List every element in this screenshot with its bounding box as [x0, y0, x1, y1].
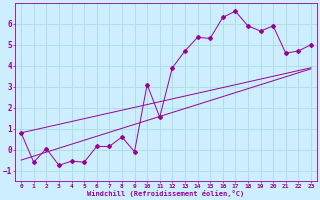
- X-axis label: Windchill (Refroidissement éolien,°C): Windchill (Refroidissement éolien,°C): [87, 190, 244, 197]
